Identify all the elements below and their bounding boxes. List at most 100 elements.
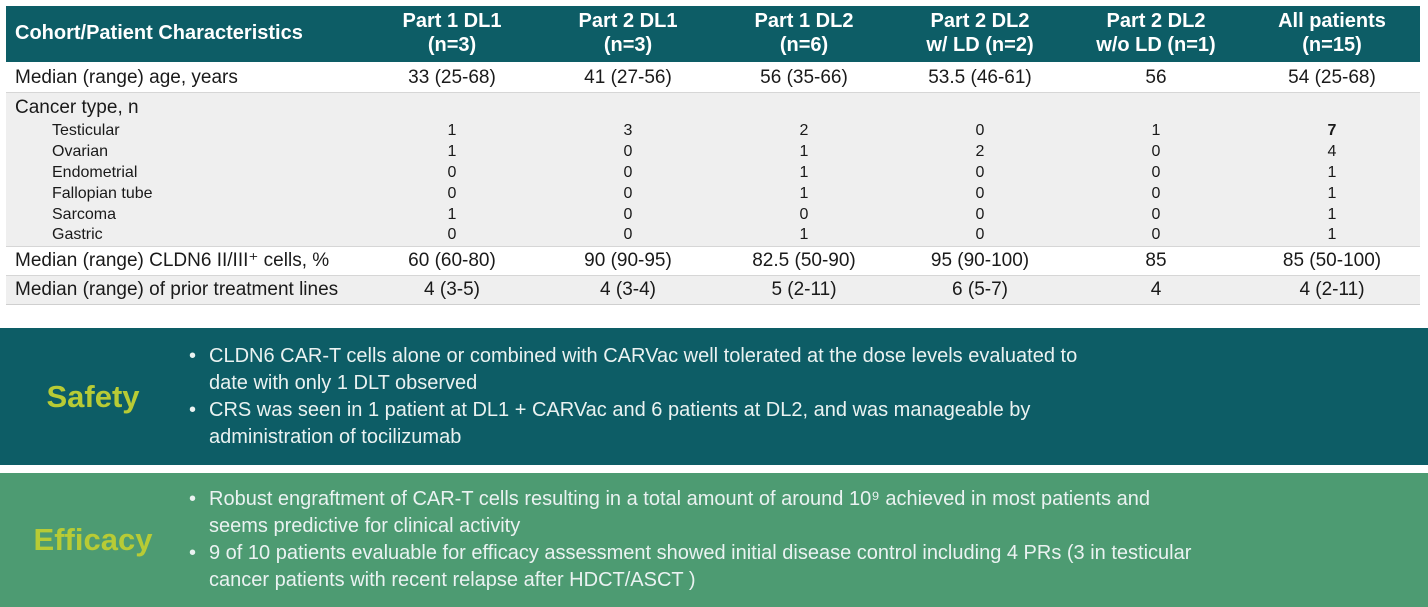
table-row: Cancer type, n bbox=[6, 92, 1420, 120]
table-cell: 1 bbox=[799, 184, 809, 202]
table-cell: 6 (5-7) bbox=[952, 278, 1008, 300]
table-cell: 95 (90-100) bbox=[930, 249, 1030, 271]
table-cell: 54 (25-68) bbox=[1288, 66, 1376, 88]
table-cell: 0 bbox=[447, 163, 457, 181]
efficacy-bullet-list: Robust engraftment of CAR-T cells result… bbox=[186, 486, 1206, 594]
table-cell: 60 (60-80) bbox=[408, 249, 496, 271]
table-title-header: Cohort/Patient Characteristics bbox=[6, 6, 364, 64]
table-cell: 53.5 (46-61) bbox=[928, 66, 1032, 88]
table-cell bbox=[1244, 92, 1420, 120]
table-cell: 1 bbox=[447, 205, 457, 223]
column-header: Part 2 DL1 (n=3) bbox=[540, 6, 716, 64]
row-label: Sarcoma bbox=[52, 205, 117, 223]
table-cell: 4 (3-5) bbox=[424, 278, 480, 300]
efficacy-bullet: 9 of 10 patients evaluable for efficacy … bbox=[186, 540, 1206, 594]
table-cell: 82.5 (50-90) bbox=[752, 249, 856, 271]
table-cell: 4 bbox=[1327, 142, 1337, 160]
column-header: All patients (n=15) bbox=[1244, 6, 1420, 64]
table-cell: 1 bbox=[447, 142, 457, 160]
table-row: Testicular 1 3 2 0 1 7 bbox=[6, 120, 1420, 141]
row-label: Fallopian tube bbox=[52, 184, 153, 202]
table-cell: 1 bbox=[1327, 184, 1337, 202]
table-cell: 3 bbox=[623, 121, 633, 139]
table-cell: 5 (2-11) bbox=[771, 278, 837, 300]
table-cell: 90 (90-95) bbox=[584, 249, 672, 271]
table-cell: 0 bbox=[975, 163, 985, 181]
table-cell: 41 (27-56) bbox=[584, 66, 672, 88]
efficacy-box: Efficacy Robust engraftment of CAR-T cel… bbox=[0, 473, 1428, 607]
table-cell: 0 bbox=[799, 205, 809, 223]
table-cell: 1 bbox=[799, 142, 809, 160]
row-label: Median (range) CLDN6 II/III⁺ cells, % bbox=[15, 250, 330, 271]
table-cell: 0 bbox=[623, 163, 633, 181]
table-cell: 0 bbox=[1151, 142, 1161, 160]
column-header: Part 2 DL2 w/ LD (n=2) bbox=[892, 6, 1068, 64]
safety-bullet-list: CLDN6 CAR-T cells alone or combined with… bbox=[186, 343, 1094, 451]
table-row: Fallopian tube 0 0 1 0 0 1 bbox=[6, 183, 1420, 204]
column-header: Part 1 DL2 (n=6) bbox=[716, 6, 892, 64]
table-row: Median (range) CLDN6 II/III⁺ cells, % 60 … bbox=[6, 246, 1420, 275]
table-header-row: Cohort/Patient Characteristics Part 1 DL1… bbox=[6, 6, 1420, 64]
table-cell: 0 bbox=[447, 226, 457, 244]
column-header: Part 1 DL1 (n=3) bbox=[364, 6, 540, 64]
table-cell: 0 bbox=[975, 121, 985, 139]
safety-box: Safety CLDN6 CAR-T cells alone or combin… bbox=[0, 328, 1428, 465]
table-cell: 1 bbox=[799, 226, 809, 244]
table-cell: 1 bbox=[1327, 163, 1337, 181]
table-cell: 0 bbox=[975, 226, 985, 244]
table-cell: 2 bbox=[975, 142, 985, 160]
table-cell: 7 bbox=[1327, 121, 1337, 139]
table-cell: 0 bbox=[975, 184, 985, 202]
table-cell: 85 (50-100) bbox=[1282, 249, 1382, 271]
table-cell: 56 (35-66) bbox=[760, 66, 848, 88]
row-label: Median (range) age, years bbox=[15, 66, 238, 88]
efficacy-label: Efficacy bbox=[33, 522, 153, 557]
table-cell: 4 (2-11) bbox=[1299, 278, 1365, 300]
table-cell: 0 bbox=[623, 184, 633, 202]
table-cell: 0 bbox=[623, 226, 633, 244]
table-cell: 1 bbox=[1327, 226, 1337, 244]
table-cell bbox=[364, 92, 540, 120]
row-label: Cancer type, n bbox=[15, 97, 139, 119]
table-row: Ovarian 1 0 1 2 0 4 bbox=[6, 141, 1420, 162]
row-label: Ovarian bbox=[52, 142, 109, 160]
table-cell: 33 (25-68) bbox=[408, 66, 496, 88]
table-row: Sarcoma 1 0 0 0 0 1 bbox=[6, 204, 1420, 225]
row-label: Gastric bbox=[52, 226, 103, 244]
row-label: Median (range) of prior treatment lines bbox=[15, 278, 339, 300]
table-cell: 1 bbox=[447, 121, 457, 139]
efficacy-bullet: Robust engraftment of CAR-T cells result… bbox=[186, 486, 1206, 540]
table-row: Median (range) age, years 33 (25-68) 41 (2… bbox=[6, 63, 1420, 92]
table-cell: 0 bbox=[623, 142, 633, 160]
table-cell: 0 bbox=[975, 205, 985, 223]
table-cell: 0 bbox=[623, 205, 633, 223]
table-row: Median (range) of prior treatment lines 4… bbox=[6, 275, 1420, 304]
table-cell: 85 bbox=[1145, 249, 1167, 271]
cohort-characteristics-table: Cohort/Patient Characteristics Part 1 DL1… bbox=[6, 6, 1420, 305]
column-header: Part 2 DL2 w/o LD (n=1) bbox=[1068, 6, 1244, 64]
row-label: Testicular bbox=[52, 121, 120, 139]
table-cell: 56 bbox=[1145, 66, 1167, 88]
table-cell bbox=[1068, 92, 1244, 120]
table-cell bbox=[892, 92, 1068, 120]
safety-bullet: CRS was seen in 1 patient at DL1 + CARVa… bbox=[186, 397, 1094, 451]
safety-label: Safety bbox=[46, 378, 140, 414]
table-cell: 4 bbox=[1150, 278, 1162, 300]
table-cell: 1 bbox=[799, 163, 809, 181]
table-cell bbox=[716, 92, 892, 120]
table-cell bbox=[540, 92, 716, 120]
table-cell: 0 bbox=[1151, 205, 1161, 223]
safety-bullet: CLDN6 CAR-T cells alone or combined with… bbox=[186, 343, 1094, 397]
table-cell: 2 bbox=[799, 121, 809, 139]
table-cell: 1 bbox=[1327, 205, 1337, 223]
table-cell: 0 bbox=[1151, 163, 1161, 181]
table-cell: 0 bbox=[1151, 226, 1161, 244]
table-cell: 4 (3-4) bbox=[600, 278, 656, 300]
table-cell: 0 bbox=[447, 184, 457, 202]
table-cell: 1 bbox=[1151, 121, 1161, 139]
row-label: Endometrial bbox=[52, 163, 138, 181]
table-row: Gastric 0 0 1 0 0 1 bbox=[6, 225, 1420, 246]
table-row: Endometrial 0 0 1 0 0 1 bbox=[6, 162, 1420, 183]
table-cell: 0 bbox=[1151, 184, 1161, 202]
